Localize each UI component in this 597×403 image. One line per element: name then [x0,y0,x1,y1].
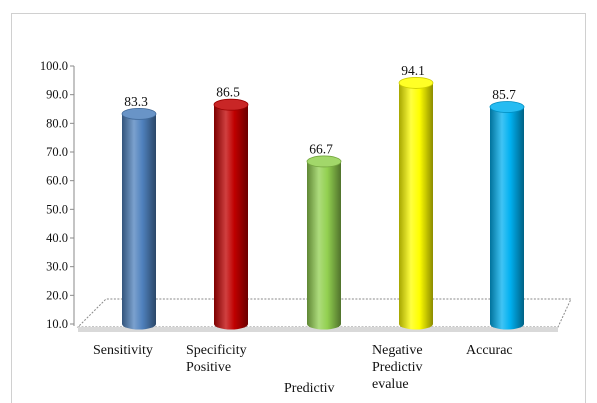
y-tick-label: 100.0 [40,59,68,73]
bar-body [490,106,524,330]
bar-top [121,107,157,120]
x-tick-label: Negative Predictiv evalue [372,343,423,392]
data-label: 86.5 [216,85,240,100]
bar-body [214,104,248,330]
bar-body [399,82,433,330]
y-tick-label: 40.0 [46,231,68,245]
x-axis-labels: Sensitivity Specificity Positive Predictiv N… [93,343,513,396]
floor-edge [78,327,558,332]
x-tick-label: Sensitivity [93,343,153,358]
y-tick-label: 80.0 [46,116,68,130]
x-tick-label: Accurac [466,343,513,358]
bar-3 [306,155,342,330]
x-tick-label: Predictiv [284,381,335,396]
data-label: 94.1 [401,63,425,78]
y-tick-label: 70.0 [46,145,68,159]
bars [121,77,525,330]
bar-1 [121,107,157,330]
bar-2 [213,98,249,330]
y-tick-label: 90.0 [46,88,68,102]
y-axis: 10.0 20.0 30.0 40.0 50.0 60.0 70.0 80.0 90.0 100.… [40,59,75,331]
bar-body [307,161,341,330]
chart-frame [11,13,586,403]
bar-top [213,98,249,111]
y-tick-label: 50.0 [46,202,68,216]
bar-4 [398,77,434,330]
data-label: 83.3 [124,94,148,109]
y-tick-label: 10.0 [46,317,68,331]
bar-top [398,77,434,89]
data-label: 85.7 [492,87,516,102]
y-tick-label: 30.0 [46,260,68,274]
data-label: 66.7 [309,141,333,156]
data-labels: 83.3 86.5 66.7 94.1 85.7 [124,63,516,157]
bar-5 [489,101,525,330]
bar-top [306,155,342,168]
bar-body [122,113,156,330]
y-tick-label: 60.0 [46,174,68,188]
x-tick-label: Specificity Positive [186,343,247,375]
y-tick-label: 20.0 [46,288,68,302]
bar-top [489,101,525,113]
